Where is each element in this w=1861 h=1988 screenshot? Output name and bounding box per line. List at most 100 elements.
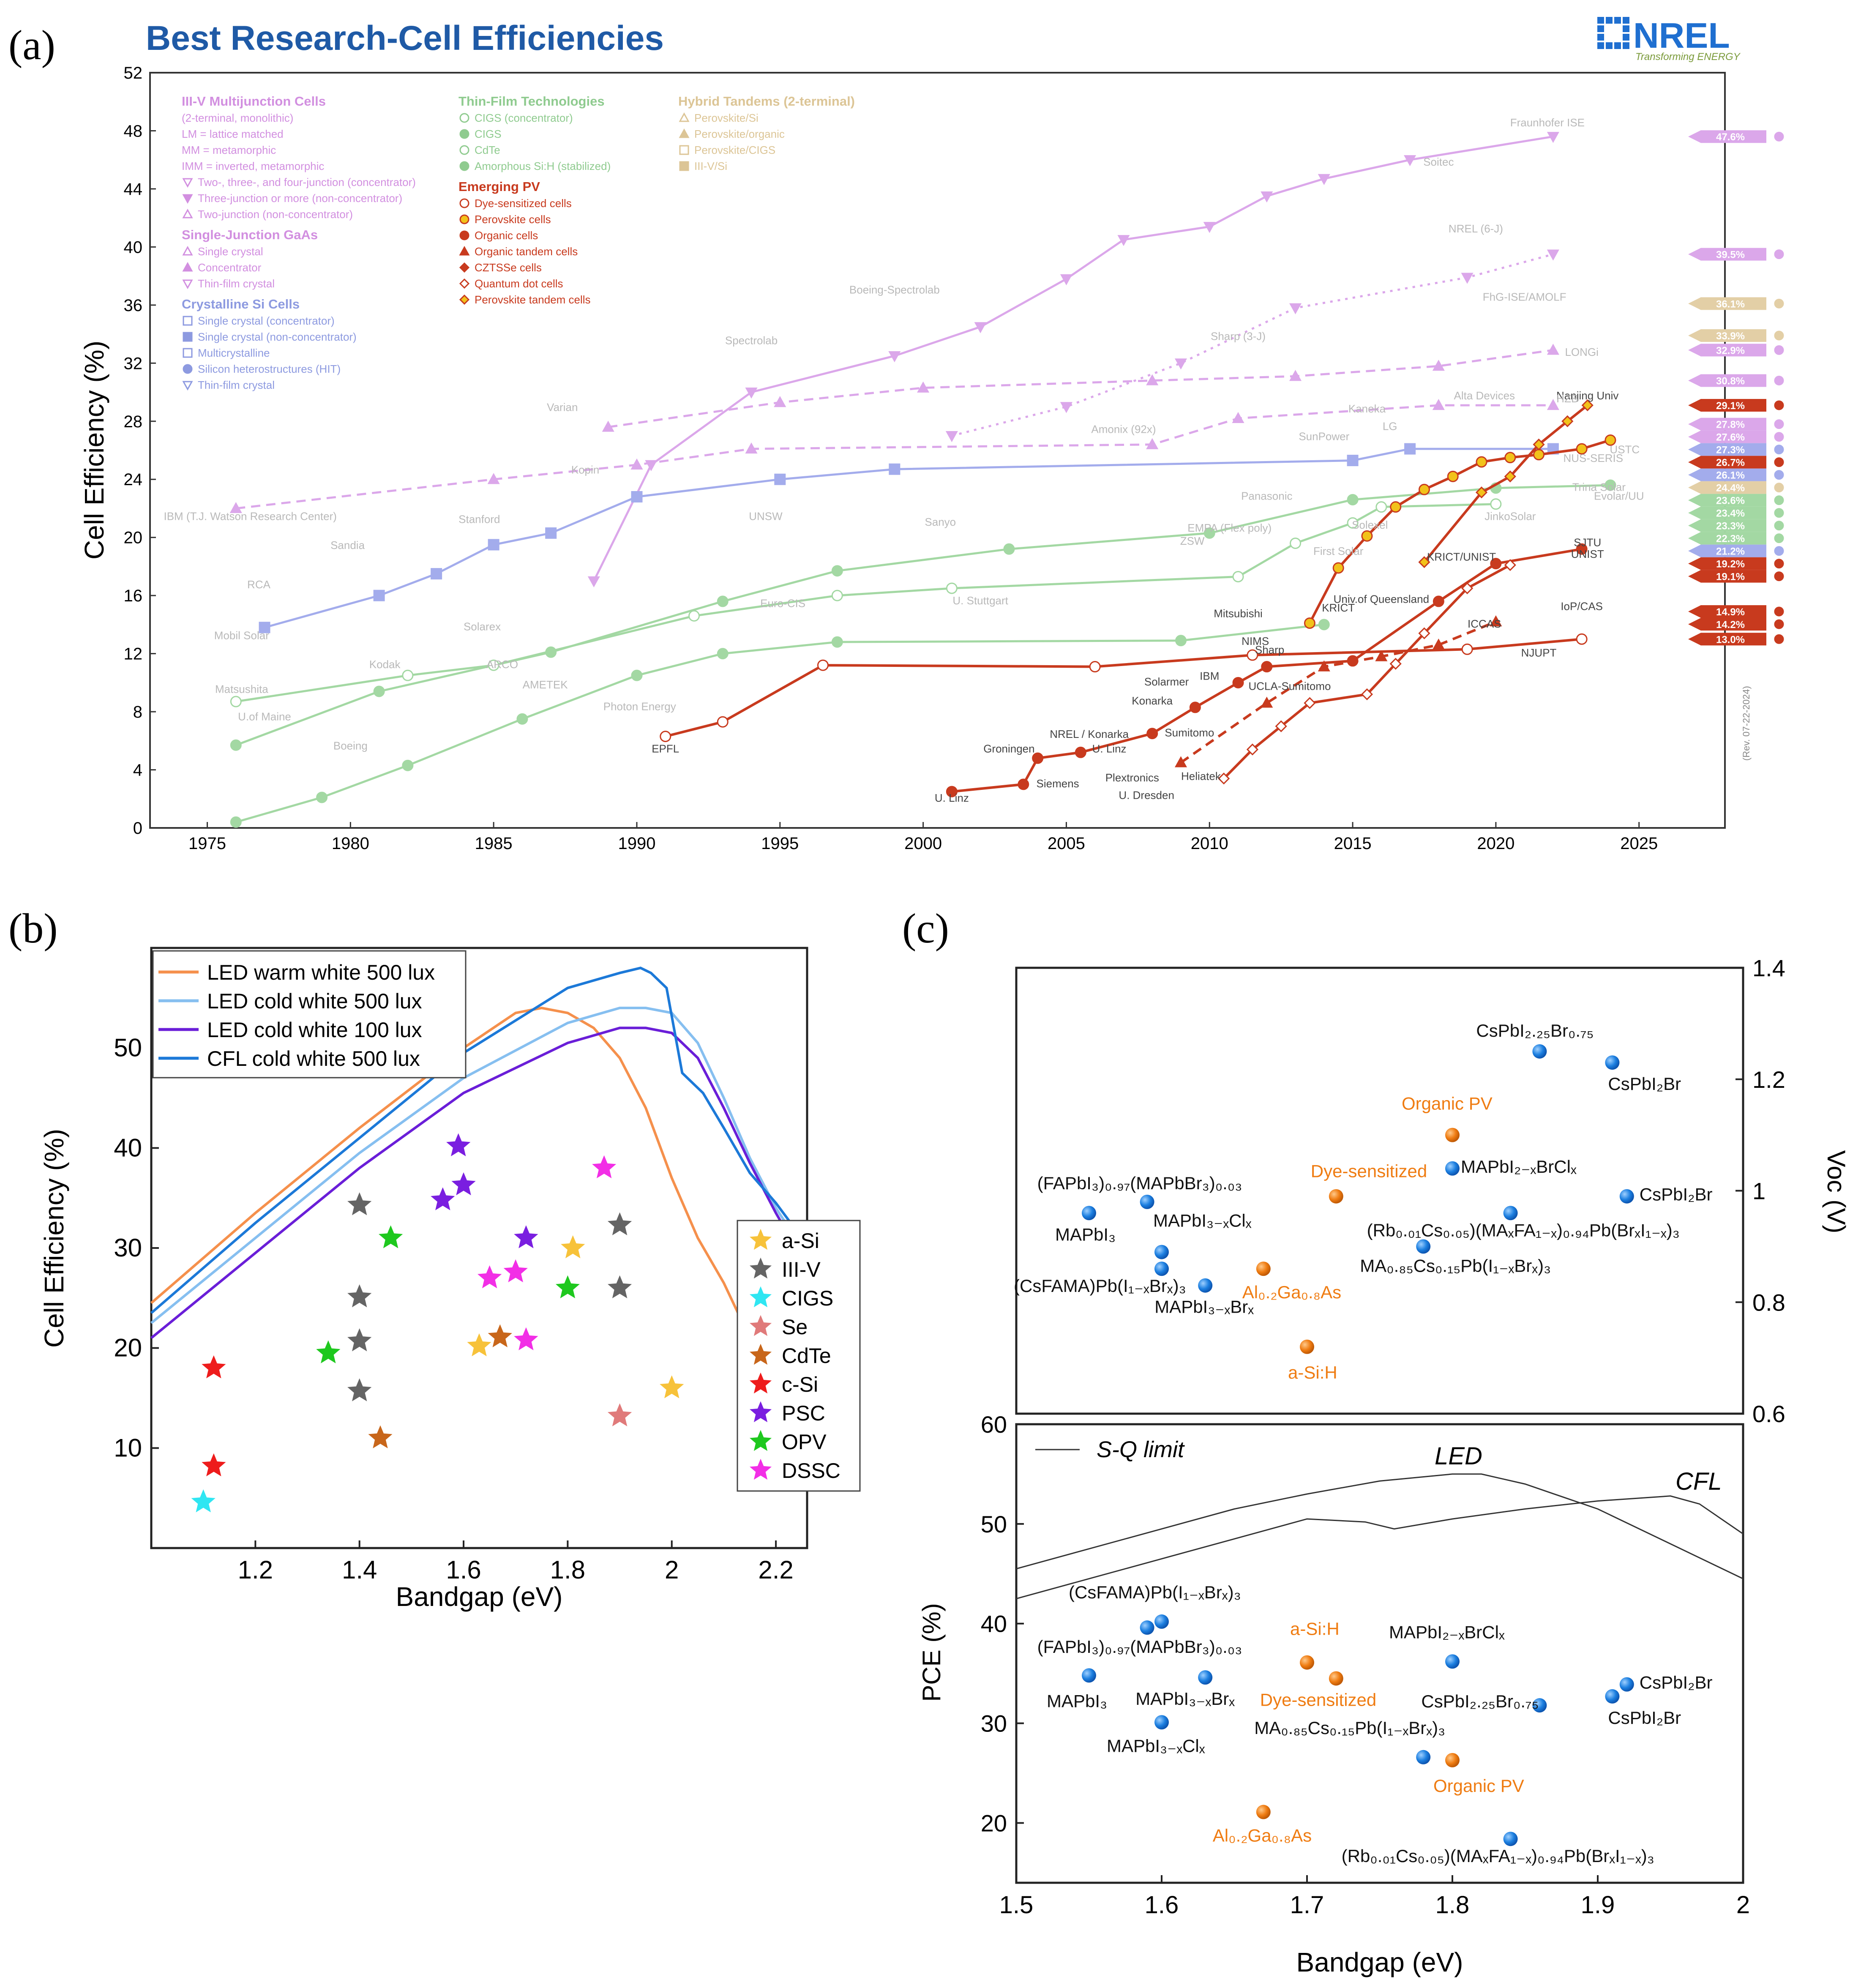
data-point xyxy=(1203,222,1216,233)
end-tag xyxy=(1688,329,1766,342)
legend-item: III-V/Si xyxy=(694,160,727,172)
end-tag-value: 26.1% xyxy=(1716,470,1745,481)
data-point xyxy=(1256,1262,1271,1276)
legend-star xyxy=(748,1226,774,1252)
end-tag-value: 47.6% xyxy=(1716,131,1745,143)
legend-marker xyxy=(459,161,469,171)
star-point xyxy=(344,1375,375,1404)
series-line xyxy=(593,135,1553,582)
chart-b-points xyxy=(188,1130,687,1515)
x-tick-label: 2020 xyxy=(1477,834,1514,853)
data-point xyxy=(1604,434,1616,446)
legend-marker xyxy=(459,145,469,155)
legend-marker xyxy=(459,113,469,123)
x-tick-label: 1.5 xyxy=(999,1891,1034,1919)
data-point xyxy=(1461,643,1473,655)
data-point xyxy=(1290,537,1302,549)
legend-marker xyxy=(183,316,193,326)
point-label: Al₀.₂Ga₀.₈As xyxy=(1242,1282,1341,1302)
star-point xyxy=(365,1422,396,1451)
legend-item: Perovskite tandem cells xyxy=(475,293,591,306)
data-point xyxy=(1146,438,1159,449)
legend-group-title: Hybrid Tandems (2-terminal) xyxy=(678,94,855,109)
annotation-label: Fraunhofer ISE xyxy=(1510,116,1585,129)
end-tag xyxy=(1688,443,1766,456)
end-tag-marker xyxy=(1774,483,1784,493)
data-point xyxy=(1576,633,1588,645)
data-point xyxy=(1300,1655,1314,1670)
legend-marker xyxy=(182,262,193,272)
annotation-label: RCA xyxy=(247,578,271,591)
star-point xyxy=(313,1337,344,1366)
annotation-label: Varian xyxy=(547,401,578,414)
point-label: MAPbI₂₋ₓBrClₓ xyxy=(1389,1622,1505,1642)
annotation-label: IoP/CAS xyxy=(1561,600,1603,613)
legend-marker xyxy=(679,128,690,138)
data-point xyxy=(1275,720,1287,732)
annotation-label: Soitec xyxy=(1423,156,1454,168)
chart-a-legend: III-V Multijunction Cells (2-terminal, mo… xyxy=(182,94,855,391)
y-tick-label: 40 xyxy=(124,238,143,257)
legend-item: Thin-film crystal xyxy=(198,379,275,391)
end-tag xyxy=(1688,248,1766,261)
x-tick-label: 1.8 xyxy=(1435,1891,1470,1919)
annotation-label: Amonix (92x) xyxy=(1091,423,1156,435)
data-point xyxy=(1347,455,1359,467)
legend-label: c-Si xyxy=(782,1373,818,1396)
star-point xyxy=(344,1189,375,1218)
end-tag-marker xyxy=(1774,457,1784,467)
annotation-label: Siemens xyxy=(1037,777,1079,790)
data-point xyxy=(1232,571,1244,582)
point-label: CsPbI₂Br xyxy=(1608,1708,1681,1728)
legend-star xyxy=(748,1341,774,1367)
point-label: a-Si:H xyxy=(1288,1363,1337,1382)
point-label: MA₀.₈₅Cs₀.₁₅Pb(I₁₋ₓBrₓ)₃ xyxy=(1254,1718,1445,1738)
data-point xyxy=(745,387,758,399)
legend-marker xyxy=(459,294,470,305)
legend-marker xyxy=(459,262,470,273)
end-tag-marker xyxy=(1774,559,1784,569)
data-point xyxy=(1476,456,1487,468)
point-label: MAPbI₃ xyxy=(1055,1224,1116,1244)
end-tag-value: 27.6% xyxy=(1716,432,1745,443)
end-tag-marker xyxy=(1774,131,1784,142)
end-tag-value: 21.2% xyxy=(1716,546,1745,557)
legend-item: Single crystal (non-concentrator) xyxy=(198,330,357,343)
point-label: CsPbI₂Br xyxy=(1640,1185,1713,1204)
data-point xyxy=(230,816,242,828)
star-point xyxy=(427,1184,458,1213)
data-point xyxy=(229,502,242,513)
chart-c-axes: 0.6 0.8 1 1.2 1.4 20 30 40 50 60 1.5 1.6 1.7 1.8 1.9 2 xyxy=(981,955,1785,1919)
data-point xyxy=(1304,617,1315,629)
data-point xyxy=(974,322,987,333)
data-point xyxy=(1447,470,1459,482)
annotation-label: Trina Solar xyxy=(1572,481,1626,494)
end-tag-marker xyxy=(1774,249,1784,259)
end-tag-value: 33.9% xyxy=(1716,330,1745,342)
legend-marker xyxy=(183,348,193,358)
legend-item: Three-junction or more (non-concentrator… xyxy=(198,192,402,205)
chart-c-points: CsPbI₂.₂₅Br₀.₇₅ CsPbI₂Br Organic PV MAPbI₂₋… xyxy=(1014,1021,1712,1866)
data-point xyxy=(1174,756,1187,767)
data-point xyxy=(516,713,528,725)
data-point xyxy=(1533,438,1545,451)
data-point xyxy=(945,431,958,442)
legend-item: Silicon heterostructures (HIT) xyxy=(198,363,341,375)
data-point xyxy=(1547,249,1559,261)
legend-item: Quantum dot cells xyxy=(475,277,563,290)
legend-item: CIGS (concentrator) xyxy=(475,112,573,124)
data-point xyxy=(1075,746,1086,758)
end-tag-value: 27.8% xyxy=(1716,419,1745,431)
legend-marker xyxy=(182,208,193,218)
end-tag-marker xyxy=(1774,298,1784,309)
chart-c-top-ylabel: Voc (V) xyxy=(1822,1150,1850,1234)
annotation-label: Alta Devices xyxy=(1454,389,1515,402)
annotation-label: U. Dresden xyxy=(1119,789,1174,801)
panel-c-label: (c) xyxy=(902,905,949,952)
point-label: MAPbI₃₋ₓClₓ xyxy=(1153,1211,1252,1231)
annotation-label: NREL (6-J) xyxy=(1449,222,1503,235)
data-point xyxy=(1261,696,1273,708)
end-tag-marker xyxy=(1774,400,1784,410)
legend-group-title: Crystalline Si Cells xyxy=(182,297,300,311)
data-point xyxy=(1175,635,1187,647)
